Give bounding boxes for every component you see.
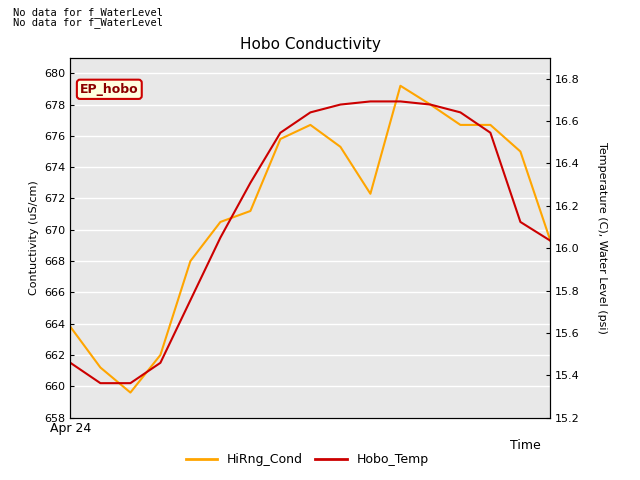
X-axis label: Time: Time — [510, 439, 541, 452]
Text: No data for f̲WaterLevel: No data for f̲WaterLevel — [13, 17, 163, 28]
Y-axis label: Temperature (C), Water Level (psi): Temperature (C), Water Level (psi) — [596, 142, 607, 334]
Title: Hobo Conductivity: Hobo Conductivity — [240, 37, 381, 52]
Legend: HiRng_Cond, Hobo_Temp: HiRng_Cond, Hobo_Temp — [180, 448, 434, 471]
Y-axis label: Contuctivity (uS/cm): Contuctivity (uS/cm) — [29, 180, 39, 295]
Text: EP_hobo: EP_hobo — [80, 83, 139, 96]
Text: No data for f_WaterLevel: No data for f_WaterLevel — [13, 7, 163, 18]
